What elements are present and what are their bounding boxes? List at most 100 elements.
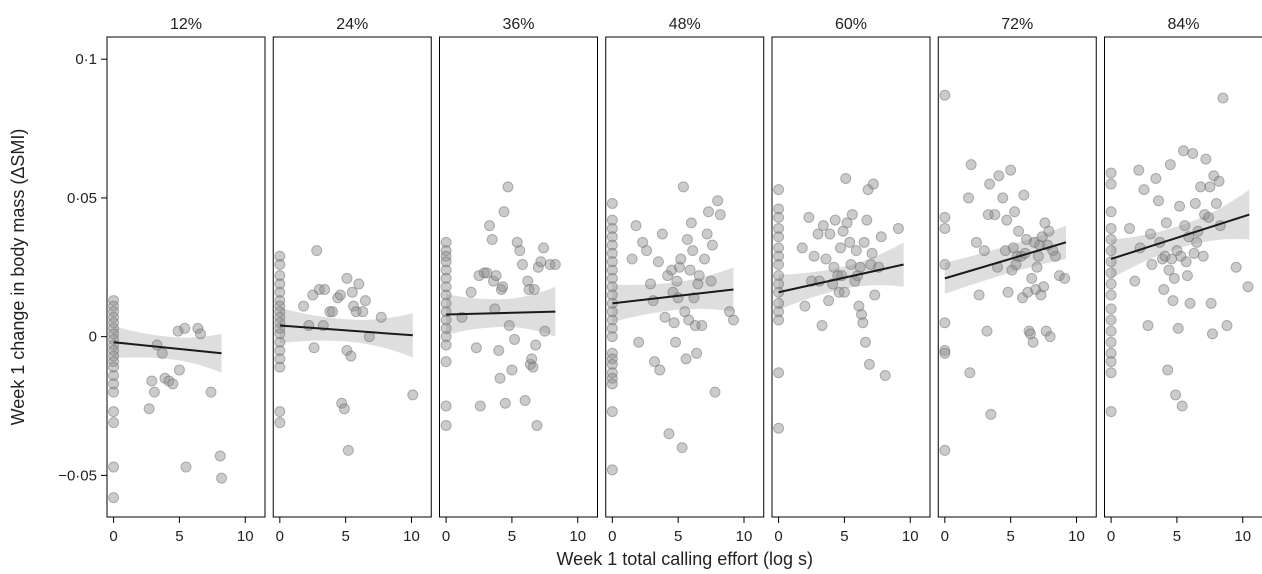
data-point xyxy=(820,253,832,265)
data-point xyxy=(1221,320,1233,332)
facet-title: 84% xyxy=(1167,16,1199,33)
data-point xyxy=(662,270,674,282)
data-point xyxy=(1195,181,1207,193)
data-point xyxy=(829,214,841,226)
data-point xyxy=(1032,250,1044,262)
data-point xyxy=(1105,222,1117,234)
confidence-band xyxy=(279,307,413,358)
data-point xyxy=(108,328,120,340)
data-point xyxy=(1105,267,1117,279)
data-point xyxy=(647,295,659,307)
data-point xyxy=(509,333,521,345)
data-point xyxy=(606,239,618,251)
data-point xyxy=(346,286,358,298)
data-point xyxy=(274,278,286,290)
data-point xyxy=(1024,328,1036,340)
data-point xyxy=(985,408,997,420)
data-point xyxy=(274,353,286,365)
data-point xyxy=(1189,197,1201,209)
data-point xyxy=(963,192,975,204)
data-point xyxy=(939,444,951,456)
data-point xyxy=(440,339,452,351)
data-point xyxy=(773,184,785,196)
data-point xyxy=(1002,286,1014,298)
data-point xyxy=(606,314,618,326)
data-point xyxy=(939,317,951,329)
regression-line xyxy=(446,310,556,316)
data-point xyxy=(407,389,419,401)
y-axis-title: Week 1 change in body mass (ΔSMI) xyxy=(8,129,28,426)
data-point xyxy=(359,295,371,307)
data-point xyxy=(641,245,653,257)
x-tick-label: 0 xyxy=(608,528,616,545)
data-point xyxy=(274,345,286,357)
data-point xyxy=(487,275,499,287)
facet-panel: 24% 0 5 10 xyxy=(272,16,432,545)
data-point xyxy=(493,345,505,357)
data-point xyxy=(840,173,852,185)
data-point xyxy=(108,306,120,318)
data-point xyxy=(1035,289,1047,301)
data-point xyxy=(497,281,509,293)
data-point xyxy=(606,331,618,343)
data-point xyxy=(859,336,871,348)
data-point xyxy=(668,317,680,329)
data-point xyxy=(192,322,204,334)
data-point xyxy=(440,419,452,431)
facet-title: 24% xyxy=(336,16,368,33)
data-point xyxy=(939,211,951,223)
data-point xyxy=(519,394,531,406)
data-point xyxy=(606,214,618,226)
data-point xyxy=(486,234,498,246)
data-point xyxy=(857,317,869,329)
data-point xyxy=(773,203,785,215)
data-point xyxy=(853,300,865,312)
data-point xyxy=(336,397,348,409)
data-point xyxy=(693,270,705,282)
data-point xyxy=(1013,225,1025,237)
regression-line xyxy=(279,324,413,337)
data-point xyxy=(973,289,985,301)
data-point xyxy=(474,400,486,412)
data-point xyxy=(440,356,452,368)
data-point xyxy=(838,286,850,298)
data-point xyxy=(375,311,387,323)
data-point xyxy=(1105,356,1117,368)
data-point xyxy=(773,211,785,223)
data-point xyxy=(146,375,158,387)
data-point xyxy=(773,367,785,379)
data-point xyxy=(939,347,951,359)
x-tick-label: 10 xyxy=(736,528,753,545)
data-point xyxy=(677,181,689,193)
data-point xyxy=(970,236,982,248)
data-point xyxy=(440,322,452,334)
regression-line xyxy=(944,241,1067,280)
data-point xyxy=(675,253,687,265)
data-point xyxy=(1142,320,1154,332)
data-point xyxy=(1168,272,1180,284)
data-point xyxy=(172,325,184,337)
data-point xyxy=(1188,247,1200,259)
panel-border xyxy=(605,36,765,518)
data-point xyxy=(274,328,286,340)
data-point xyxy=(1105,406,1117,418)
data-point xyxy=(1059,272,1071,284)
data-point xyxy=(773,314,785,326)
data-point xyxy=(1105,256,1117,268)
data-point xyxy=(478,267,490,279)
data-point xyxy=(498,206,510,218)
data-point xyxy=(1184,297,1196,309)
data-point xyxy=(274,270,286,282)
data-point xyxy=(327,306,338,318)
data-point xyxy=(1210,197,1222,209)
data-point xyxy=(1170,389,1182,401)
data-point xyxy=(1105,367,1117,379)
data-point xyxy=(499,397,511,409)
data-point xyxy=(440,289,452,301)
data-point xyxy=(773,306,785,318)
data-point xyxy=(108,300,120,312)
data-point xyxy=(108,322,120,334)
data-point xyxy=(348,300,360,312)
data-point xyxy=(808,250,820,262)
